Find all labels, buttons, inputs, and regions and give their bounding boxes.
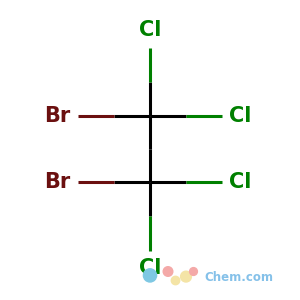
Circle shape [190, 268, 197, 275]
Text: Cl: Cl [230, 172, 252, 191]
Circle shape [171, 276, 180, 285]
Circle shape [163, 267, 173, 276]
Text: Chem.com: Chem.com [204, 271, 273, 284]
Text: Br: Br [44, 172, 70, 191]
Text: Cl: Cl [230, 106, 252, 125]
Text: Cl: Cl [139, 20, 161, 40]
Circle shape [143, 269, 157, 282]
Circle shape [181, 271, 191, 282]
Text: Cl: Cl [139, 258, 161, 278]
Text: Br: Br [44, 106, 70, 125]
